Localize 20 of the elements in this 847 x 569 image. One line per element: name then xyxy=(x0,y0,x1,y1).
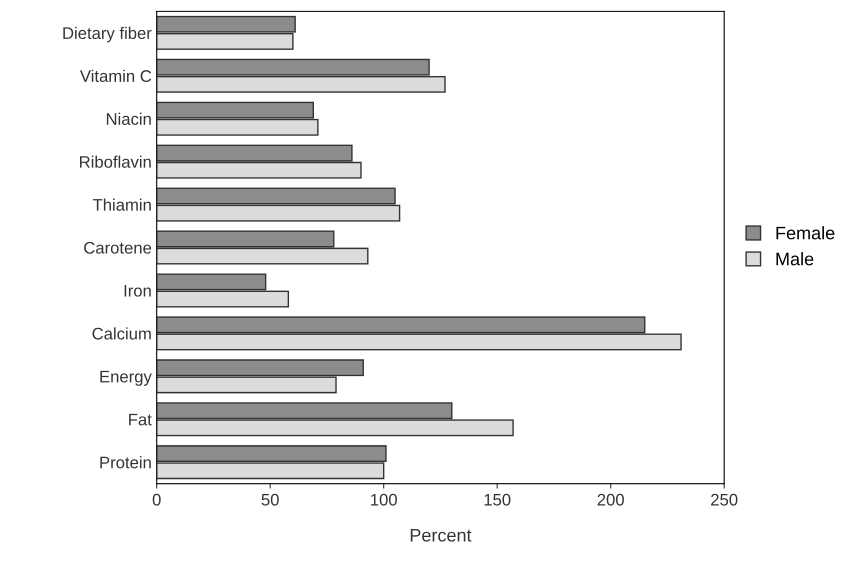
y-tick-label: Calcium xyxy=(92,327,151,340)
y-tick-label: Niacin xyxy=(106,112,151,125)
x-tick-label: 150 xyxy=(484,494,510,506)
y-tick-label: Energy xyxy=(100,370,152,386)
y-tick-label: Dietary fiber xyxy=(63,26,152,42)
y-tick-label: Vitamin C xyxy=(80,70,152,82)
x-axis-title: Percent xyxy=(410,529,472,542)
y-tick-label: Protein xyxy=(100,456,151,468)
y-tick-label: Thiamin xyxy=(92,198,151,211)
y-tick-label: Carotene xyxy=(84,242,152,254)
x-tick-label: 100 xyxy=(371,494,397,506)
y-tick-label: Iron xyxy=(124,285,151,297)
legend-label: Female xyxy=(776,226,834,240)
x-tick-label: 50 xyxy=(262,494,279,506)
x-tick-label: 250 xyxy=(711,494,738,506)
x-tick-label: 0 xyxy=(152,494,161,506)
legend-label: Male xyxy=(776,252,814,266)
y-tick-label: Riboflavin xyxy=(80,156,151,168)
y-tick-label: Fat xyxy=(129,414,152,426)
x-tick-label: 200 xyxy=(598,494,624,506)
